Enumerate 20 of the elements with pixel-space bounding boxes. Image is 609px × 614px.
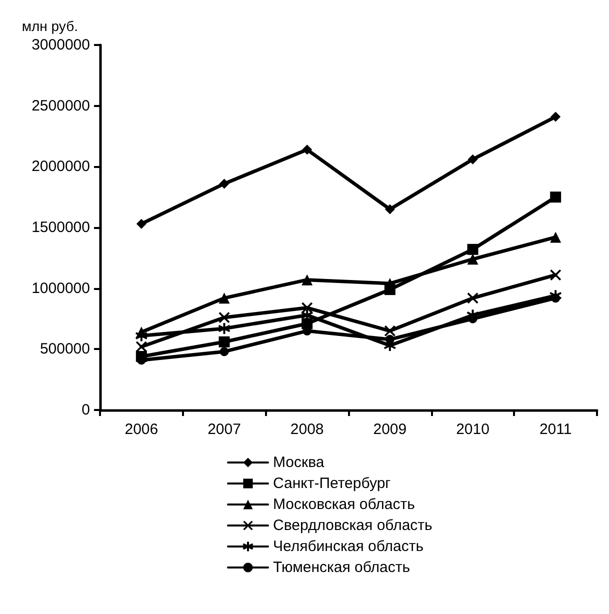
y-tick-label: 2000000 bbox=[32, 158, 90, 176]
legend-label: Санкт-Петербург bbox=[273, 475, 392, 492]
legend-label: Челябинская область bbox=[273, 538, 424, 555]
legend-label: Свердловская область bbox=[273, 517, 433, 534]
x-tick-label: 2007 bbox=[208, 421, 241, 438]
x-tick-label: 2010 bbox=[456, 421, 490, 438]
y-tick-label: 1000000 bbox=[32, 280, 90, 297]
x-tick-label: 2009 bbox=[373, 421, 407, 438]
legend-label: Московская область bbox=[273, 496, 416, 513]
x-tick-label: 2008 bbox=[290, 421, 324, 438]
x-tick-label: 2006 bbox=[124, 421, 158, 438]
x-tick-label: 2011 bbox=[539, 421, 572, 438]
y-tick-label: 2500000 bbox=[32, 97, 90, 114]
y-tick-label: 0 bbox=[82, 402, 90, 418]
legend-label: Тюменская область bbox=[273, 559, 410, 576]
y-tick-label: 3000000 bbox=[32, 36, 90, 54]
y-tick-label: 500000 bbox=[40, 340, 90, 358]
y-tick-label: 1500000 bbox=[32, 219, 90, 236]
y-axis-title: млн руб. bbox=[22, 18, 78, 34]
legend-label: Москва bbox=[273, 454, 325, 471]
